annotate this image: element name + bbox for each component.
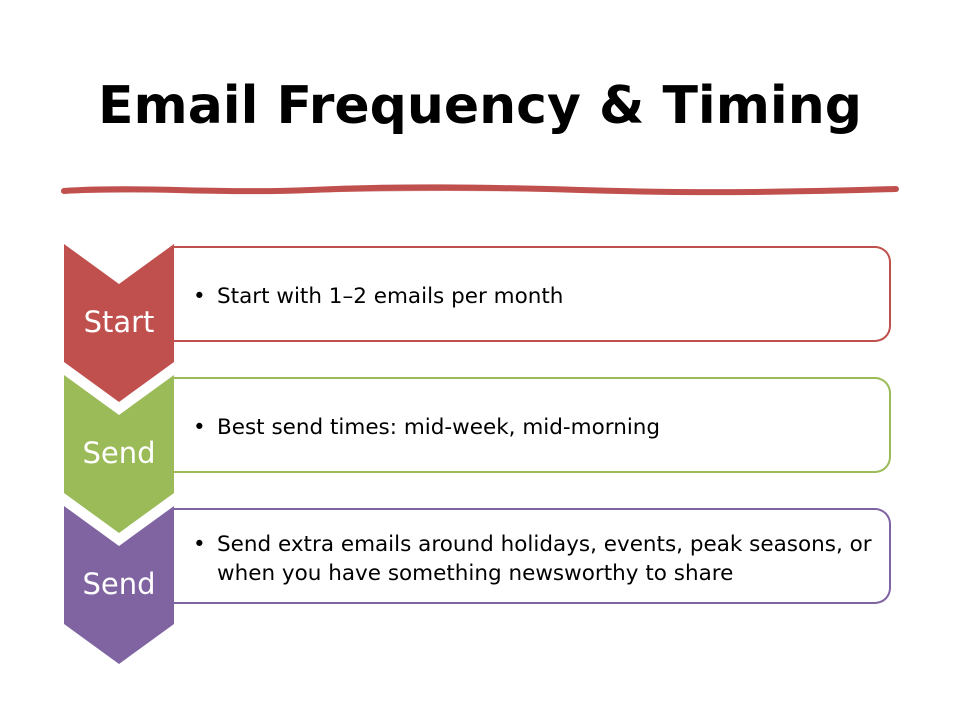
step-send-1: • Best send times: mid-week, mid-morning… — [64, 375, 898, 533]
title-divider — [61, 184, 899, 196]
step-send-2-text: Send extra emails around holidays, event… — [217, 532, 872, 586]
step-send-1-box: • Best send times: mid-week, mid-morning — [171, 377, 891, 473]
chevron-send-2-label: Send — [82, 567, 156, 601]
step-start-text: Start with 1–2 emails per month — [217, 284, 564, 309]
bullet-icon: • — [193, 284, 206, 309]
chevron-start-icon — [64, 244, 174, 402]
chevron-start-label: Start — [83, 305, 155, 339]
chevron-send-1-icon — [64, 375, 174, 533]
bullet-icon: • — [193, 532, 206, 557]
chevron-send-2-icon — [64, 506, 174, 664]
step-start-box: • Start with 1–2 emails per month — [171, 246, 891, 342]
step-send-1-text: Best send times: mid-week, mid-morning — [217, 415, 661, 440]
slide-title: Email Frequency & Timing — [97, 76, 862, 136]
step-send-2: • Send extra emails around holidays, eve… — [64, 506, 898, 664]
step-send-2-box: • Send extra emails around holidays, eve… — [171, 508, 891, 604]
bullet-icon: • — [193, 415, 206, 440]
step-start: • Start with 1–2 emails per month Start — [64, 244, 898, 402]
chevron-send-1-label: Send — [82, 436, 156, 470]
